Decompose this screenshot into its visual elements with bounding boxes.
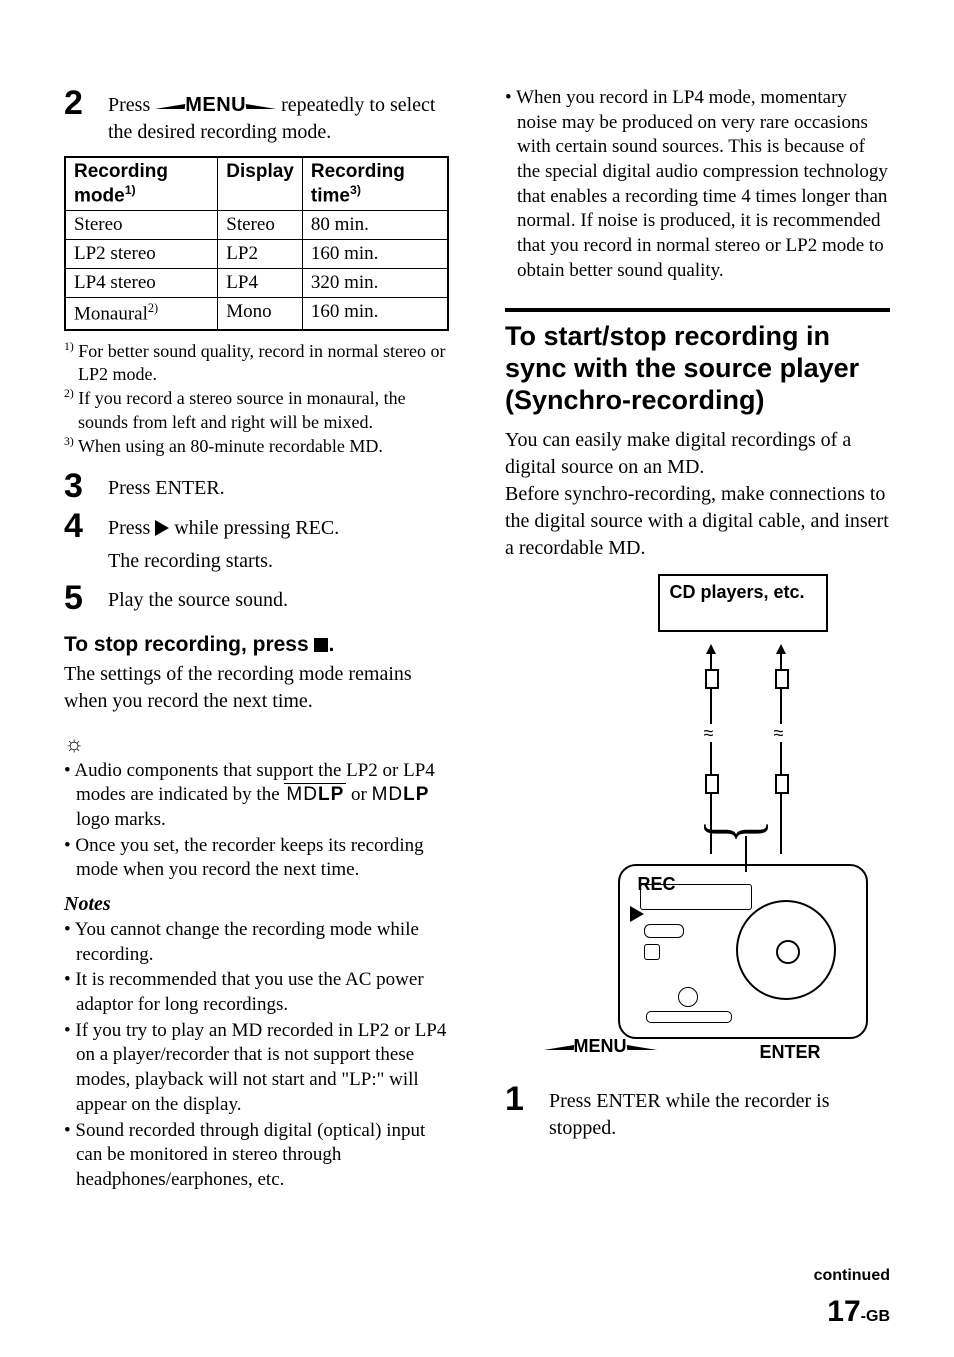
step-number: 2 (64, 86, 94, 120)
brace-icon: } (695, 820, 783, 843)
play-button (644, 944, 660, 960)
table-row: LP4 stereoLP4320 min. (65, 269, 448, 298)
table-row: LP2 stereoLP2160 min. (65, 240, 448, 269)
page-number: 17-GB (827, 1295, 890, 1329)
left-column: 2 Press MENU repeatedly to select the de… (64, 80, 449, 1201)
notes-list: You cannot change the recording mode whi… (64, 918, 449, 1193)
plug-icon (775, 669, 789, 689)
lp4-note: When you record in LP4 mode, momentary n… (505, 86, 890, 284)
right-column: When you record in LP4 mode, momentary n… (505, 80, 890, 1201)
th-time: Recording time3) (302, 157, 448, 211)
step-2: 2 Press MENU repeatedly to select the de… (64, 86, 449, 146)
list-item: When you record in LP4 mode, momentary n… (505, 86, 890, 284)
tip-list: Audio components that support the LP2 or… (64, 759, 449, 883)
plug-icon (705, 669, 719, 689)
play-icon (630, 906, 644, 922)
list-item: If you try to play an MD recorded in LP2… (64, 1019, 449, 1118)
left-arrow-icon (543, 1045, 574, 1050)
step-number: 1 (505, 1082, 535, 1116)
menu-rocker (646, 1011, 732, 1023)
arrow-icon (776, 644, 786, 654)
step-number: 3 (64, 469, 94, 503)
list-item: You cannot change the recording mode whi… (64, 918, 449, 967)
right-arrow-icon (626, 1045, 657, 1050)
omit-icon: ≈ (704, 724, 714, 742)
step-4: 4 Press while pressing REC. The recordin… (64, 509, 449, 575)
stop-paragraph: The settings of the recording mode remai… (64, 661, 449, 715)
plug-icon (705, 774, 719, 794)
sync-paragraph: You can easily make digital recordings o… (505, 427, 890, 562)
th-mode: Recording mode1) (65, 157, 218, 211)
stop-heading: To stop recording, press . (64, 633, 449, 657)
continued-label: continued (814, 1267, 890, 1285)
stop-icon (314, 638, 328, 652)
play-icon (155, 520, 169, 536)
left-arrow-icon (155, 104, 186, 109)
enter-label: ENTER (760, 1042, 821, 1063)
step-3: 3 Press ENTER. (64, 469, 449, 503)
omit-icon: ≈ (774, 724, 784, 742)
list-item: Once you set, the recorder keeps its rec… (64, 834, 449, 883)
sync-heading: To start/stop recording in sync with the… (505, 320, 890, 417)
step-number: 5 (64, 581, 94, 615)
step-5: 5 Play the source sound. (64, 581, 449, 615)
device-disk (736, 900, 836, 1000)
table-row: Monaural2)Mono160 min. (65, 298, 448, 330)
enter-button (678, 987, 698, 1007)
list-item: Sound recorded through digital (optical)… (64, 1119, 449, 1193)
section-rule (505, 308, 890, 312)
table-row: StereoStereo80 min. (65, 211, 448, 240)
recording-mode-table: Recording mode1) Display Recording time3… (64, 156, 449, 331)
list-item: Audio components that support the LP2 or… (64, 759, 449, 833)
step-1: 1 Press ENTER while the recorder is stop… (505, 1082, 890, 1142)
step-number: 4 (64, 509, 94, 543)
footnotes: 1) For better sound quality, record in n… (64, 339, 449, 459)
right-arrow-icon (246, 104, 277, 109)
plug-icon (775, 774, 789, 794)
connection-diagram: CD players, etc. ≈ ≈ } (538, 574, 858, 1074)
notes-heading: Notes (64, 893, 449, 916)
arrow-icon (706, 644, 716, 654)
th-display: Display (218, 157, 303, 211)
menu-label: MENU (544, 1036, 657, 1057)
source-box: CD players, etc. (658, 574, 828, 632)
rec-button (644, 924, 684, 938)
list-item: It is recommended that you use the AC po… (64, 968, 449, 1017)
tip-icon: ☼ (64, 731, 84, 757)
rec-label: REC (638, 874, 676, 895)
